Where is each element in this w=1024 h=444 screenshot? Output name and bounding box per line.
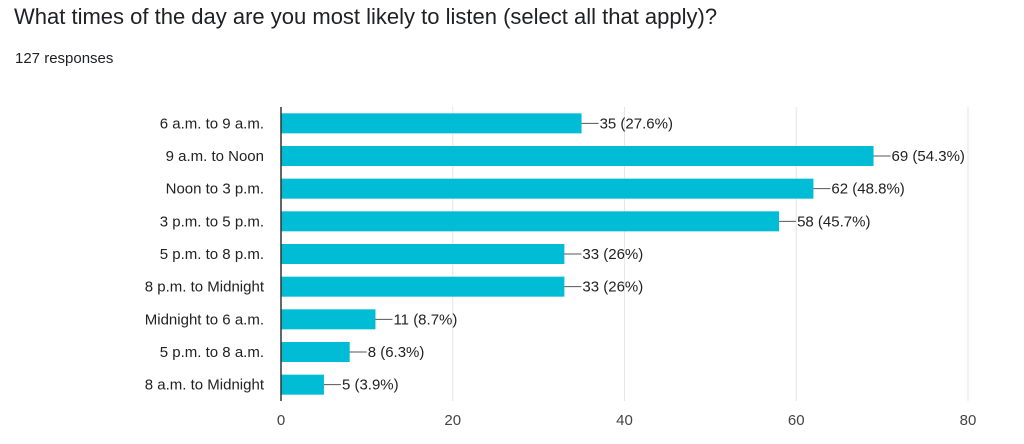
x-tick-label: 40 [616,412,633,429]
question-title: What times of the day are you most likel… [14,4,718,29]
category-label: 3 p.m. to 5 p.m. [160,213,264,230]
category-label: Noon to 3 p.m. [166,181,264,198]
response-count: 127 responses [15,50,114,67]
category-label: Midnight to 6 a.m. [145,311,264,328]
data-label: 69 (54.3%) [892,148,965,165]
data-label: 5 (3.9%) [342,377,399,394]
category-label: 5 p.m. to 8 a.m. [160,344,264,361]
bars [281,113,874,395]
bar [281,342,350,362]
bar [281,178,814,199]
bar [281,146,874,166]
data-label: 8 (6.3%) [368,344,425,361]
data-label: 62 (48.8%) [831,181,904,198]
x-tick-label: 60 [788,412,805,429]
data-label: 11 (8.7%) [393,311,457,328]
data-label: 58 (45.7%) [797,213,870,230]
labels: 0 20 40 60 80 6 a.m. to 9 a.m. 35 (27.6%) 9 a.m… [145,107,977,429]
category-label: 8 p.m. to Midnight [145,279,265,296]
x-tick-label: 80 [960,412,977,429]
category-label: 6 a.m. to 9 a.m. [160,115,264,132]
category-label: 5 p.m. to 8 p.m. [160,246,264,263]
x-tick-label: 0 [277,412,285,429]
bar [281,374,324,395]
bar [281,244,565,264]
bar [281,309,376,330]
x-tick-label: 20 [444,412,461,429]
data-label: 33 (26%) [582,279,643,296]
bar [281,211,780,232]
category-label: 9 a.m. to Noon [166,148,264,165]
category-label: 8 a.m. to Midnight [145,377,265,394]
bar [281,113,582,134]
bar [281,276,565,297]
data-label: 35 (27.6%) [600,115,673,132]
data-label: 33 (26%) [582,246,643,263]
